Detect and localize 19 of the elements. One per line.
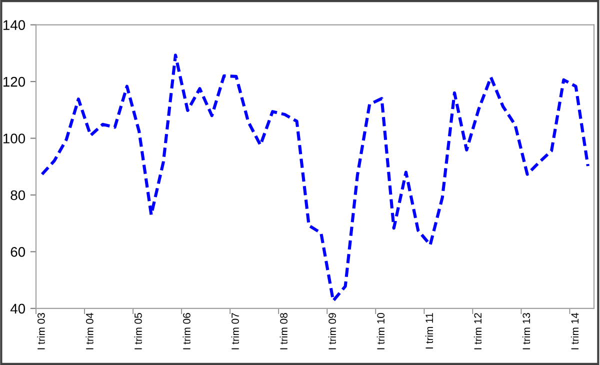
x-tick-label: I trim 10 — [376, 312, 385, 350]
x-tick-label: I trim 13 — [522, 313, 530, 350]
y-tick-label: 120 — [3, 76, 26, 87]
y-tick-label: 60 — [10, 247, 26, 257]
y-tick-label: 100 — [3, 134, 26, 144]
x-tick-label: I trim 06 — [182, 313, 190, 350]
x-tick-label: I trim 12 — [474, 313, 482, 350]
y-tick-label: 140 — [3, 20, 26, 30]
line-series — [40, 54, 590, 302]
x-tick-label: I trim 11 — [425, 313, 434, 348]
x-tick-label: I trim 07 — [231, 313, 239, 350]
x-tick-label: I trim 05 — [134, 313, 142, 350]
x-tick-label: I trim 03 — [37, 313, 45, 350]
y-tick-label: 80 — [10, 190, 26, 200]
y-tick-label: 40 — [10, 304, 26, 314]
x-tick-label: I trim 08 — [280, 313, 288, 350]
x-tick-label: I trim 14 — [570, 312, 579, 350]
x-tick-label: I trim 04 — [86, 312, 94, 350]
x-tick-label: I trim 09 — [328, 313, 336, 350]
